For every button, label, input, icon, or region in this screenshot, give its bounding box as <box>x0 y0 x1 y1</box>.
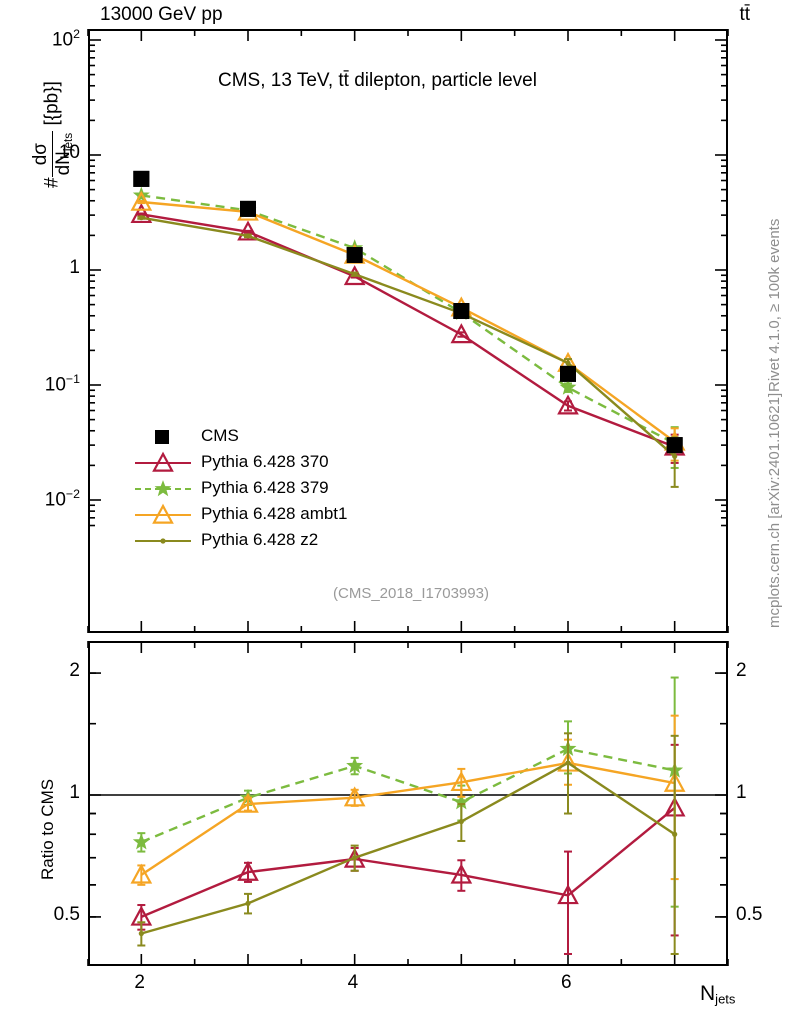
data-marker-dot <box>352 271 358 277</box>
legend-key-dashed-star-icon <box>135 476 191 502</box>
ratio-series-group <box>130 676 686 955</box>
data-marker-dot <box>160 538 166 544</box>
data-marker-triangle <box>450 770 473 792</box>
data-marker-dot <box>458 818 464 825</box>
ratio-series-line <box>140 806 676 919</box>
data-marker-triangle <box>237 860 259 881</box>
y-axis-tick-label: 10 <box>58 142 80 163</box>
y-axis-tick-label: 102 <box>51 27 80 51</box>
ratio-series-3 <box>137 732 679 955</box>
ratio-axis-tick-label-right: 2 <box>736 660 747 682</box>
data-marker-star <box>346 756 364 774</box>
ratio-axis-tick-label-left: 1 <box>69 782 80 803</box>
data-marker-triangle <box>130 863 153 884</box>
data-marker-dot <box>138 215 144 221</box>
data-marker-triangle <box>343 786 366 807</box>
series-line <box>141 194 676 445</box>
series-cms-markers <box>133 170 683 454</box>
legend-marker-icon <box>152 451 174 472</box>
ratio-axis-tick-label-left: 2 <box>69 660 80 682</box>
ratio-series-2 <box>130 714 686 886</box>
main-series-group <box>130 170 686 488</box>
header-process-label: tt̄ <box>739 4 750 25</box>
series-0 <box>133 170 683 454</box>
legend-marker-icon <box>154 480 172 497</box>
ratio-series-line <box>140 747 675 844</box>
data-marker-square <box>560 365 576 382</box>
data-marker-star <box>154 480 172 497</box>
legend-key-solid-triangle-icon <box>135 502 191 528</box>
data-marker-triangle <box>152 451 174 472</box>
data-marker-triangle <box>130 202 153 224</box>
legend-square-icon <box>155 430 169 444</box>
rivet-version-caption: Rivet 4.1.0, ≥ 100k events <box>766 218 783 392</box>
data-marker-triangle <box>450 863 473 884</box>
series-line <box>141 213 676 448</box>
ratio-series-line <box>140 761 676 935</box>
legend-label: CMS <box>201 426 239 445</box>
ratio-series-0 <box>130 743 686 955</box>
data-marker-triangle <box>557 884 579 905</box>
ratio-axis-tick-label-right: 0.5 <box>736 903 763 925</box>
data-marker-dot <box>352 855 358 861</box>
ratio-series-line <box>140 761 675 876</box>
legend-line-icon <box>135 462 191 464</box>
legend-key-marker-square-icon <box>135 424 191 450</box>
data-marker-triangle <box>237 220 259 241</box>
ratio-axis-tick-label-right: 1 <box>736 782 747 803</box>
x-axis-tick-label: 4 <box>347 972 359 993</box>
analysis-watermark: (CMS_2018_I1703993) <box>333 585 489 602</box>
data-marker-triangle <box>152 503 174 524</box>
data-marker-square <box>133 170 150 187</box>
plot-title: CMS, 13 TeV, tt̄ dilepton, particle leve… <box>218 70 537 91</box>
series-4 <box>137 215 679 488</box>
series-3 <box>130 190 686 462</box>
y-axis-tick-label: 10−2 <box>44 487 80 511</box>
data-marker-star <box>132 833 150 850</box>
data-marker-square <box>453 303 470 320</box>
data-marker-square <box>346 247 363 264</box>
x-axis-label: Njets <box>700 982 736 1007</box>
data-marker-square <box>240 200 256 217</box>
legend-marker-icon <box>160 538 166 544</box>
data-marker-square <box>666 437 683 454</box>
legend-label: Pythia 6.428 370 <box>201 452 329 471</box>
legend-label: Pythia 6.428 379 <box>201 478 329 497</box>
series-line <box>141 200 676 443</box>
data-marker-dot <box>565 760 571 766</box>
data-marker-triangle <box>130 190 153 211</box>
data-marker-dot <box>565 360 571 366</box>
legend-key-solid-dot-icon <box>135 528 191 554</box>
legend-key-solid-triangle-icon <box>135 450 191 476</box>
header-beam-label: 13000 GeV pp <box>100 4 223 25</box>
legend-label: Pythia 6.428 z2 <box>201 530 319 549</box>
ratio-axis-tick-label-left: 0.5 <box>53 903 80 925</box>
y-axis-tick-label: 10−1 <box>44 372 80 396</box>
data-marker-dot <box>245 900 251 906</box>
legend-marker-icon <box>152 503 174 524</box>
series-1 <box>130 202 686 464</box>
data-marker-dot <box>245 233 251 239</box>
legend-label: Pythia 6.428 ambt1 <box>201 504 348 523</box>
x-axis-tick-label: 2 <box>134 972 145 993</box>
y-axis-tick-label: 1 <box>69 257 80 278</box>
data-marker-triangle <box>557 394 579 415</box>
data-marker-dot <box>672 831 678 837</box>
data-marker-dot <box>672 453 678 459</box>
x-axis-tick-label: 6 <box>561 972 572 993</box>
mcplots-source-caption: mcplots.cern.ch [arXiv:2401.10621] <box>766 392 783 628</box>
data-marker-triangle <box>450 323 473 344</box>
data-marker-star <box>559 378 577 395</box>
ratio-series-1 <box>132 676 684 908</box>
series-line <box>141 216 676 458</box>
data-marker-dot <box>138 930 144 937</box>
legend-line-icon <box>135 514 191 516</box>
data-marker-triangle <box>237 792 259 813</box>
